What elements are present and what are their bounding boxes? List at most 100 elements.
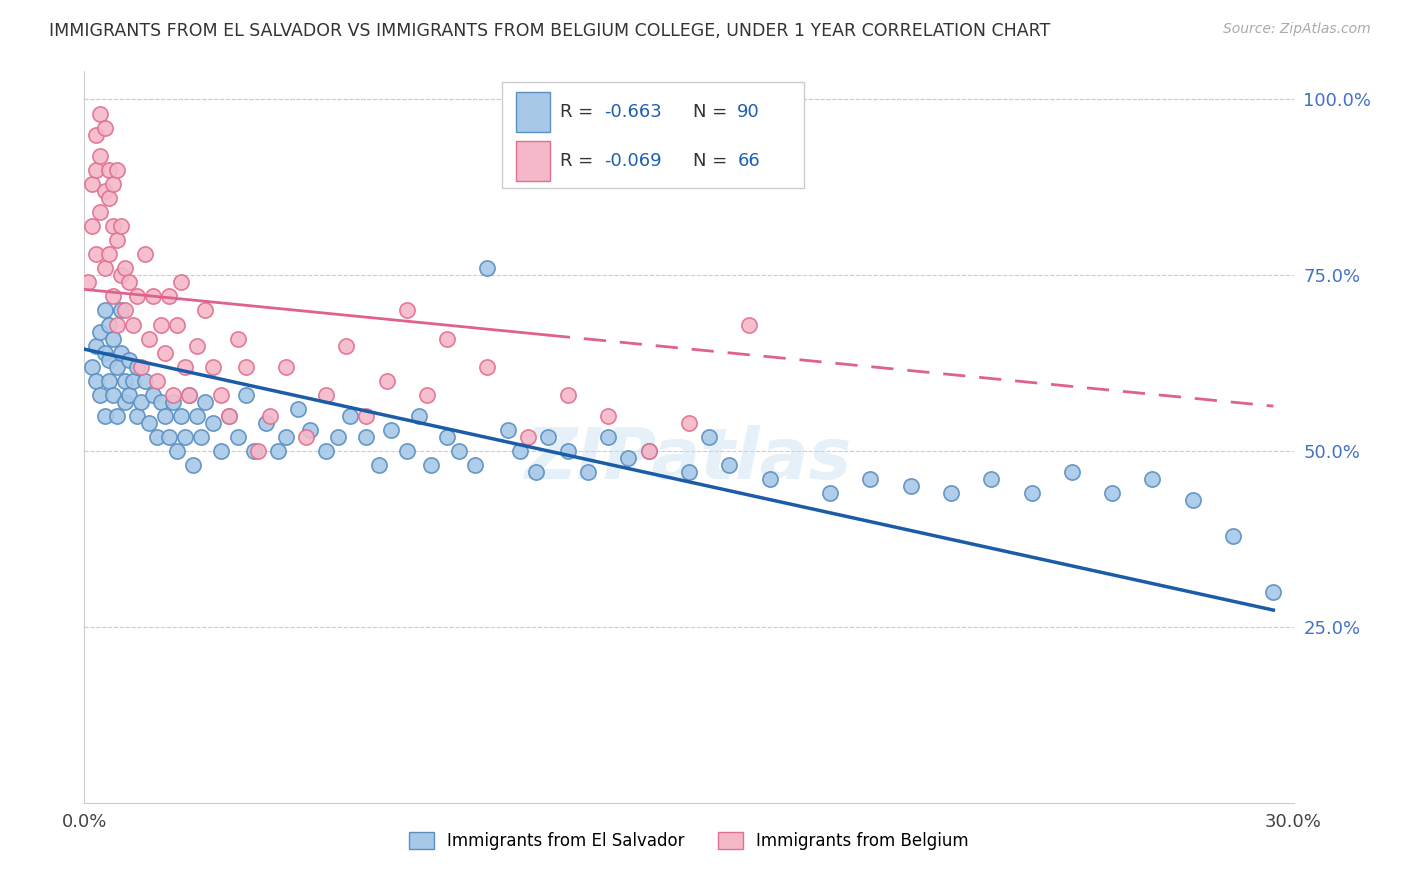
Point xyxy=(125,359,148,374)
Point xyxy=(235,388,257,402)
Point xyxy=(138,416,160,430)
Point xyxy=(235,359,257,374)
Point xyxy=(209,444,232,458)
Point xyxy=(218,409,240,423)
Point xyxy=(86,162,108,177)
Point xyxy=(179,388,201,402)
Point xyxy=(138,332,160,346)
Point xyxy=(274,359,297,374)
Point xyxy=(93,409,115,423)
Point xyxy=(190,430,212,444)
Point xyxy=(86,339,108,353)
Point xyxy=(226,332,249,346)
Point xyxy=(254,416,277,430)
Point xyxy=(267,444,290,458)
Point xyxy=(82,219,104,233)
Point xyxy=(226,430,249,444)
Text: 66: 66 xyxy=(737,152,761,169)
Point xyxy=(678,465,700,479)
Text: N =: N = xyxy=(693,152,733,169)
Point xyxy=(356,409,378,423)
Point xyxy=(110,268,132,283)
Point xyxy=(449,444,471,458)
Point xyxy=(367,458,389,473)
Point xyxy=(166,444,188,458)
Point xyxy=(114,303,136,318)
Point xyxy=(142,388,165,402)
Point xyxy=(101,177,124,191)
Point xyxy=(477,359,499,374)
Text: IMMIGRANTS FROM EL SALVADOR VS IMMIGRANTS FROM BELGIUM COLLEGE, UNDER 1 YEAR COR: IMMIGRANTS FROM EL SALVADOR VS IMMIGRANT… xyxy=(49,22,1050,40)
Point xyxy=(146,430,169,444)
Point xyxy=(496,423,519,437)
Point xyxy=(1021,486,1043,500)
Point xyxy=(274,430,297,444)
Point xyxy=(295,430,318,444)
Point xyxy=(97,318,120,332)
Point xyxy=(101,219,124,233)
Point xyxy=(89,205,111,219)
Point xyxy=(598,430,620,444)
Point xyxy=(134,374,156,388)
Point xyxy=(149,318,172,332)
Bar xyxy=(516,92,550,132)
Point xyxy=(436,430,458,444)
Point xyxy=(1263,584,1285,599)
Point xyxy=(186,409,208,423)
Point xyxy=(194,395,217,409)
Point xyxy=(416,388,439,402)
Point xyxy=(114,374,136,388)
Point xyxy=(105,233,128,247)
Point xyxy=(356,430,378,444)
Point xyxy=(246,444,269,458)
Point xyxy=(209,388,232,402)
FancyBboxPatch shape xyxy=(502,82,804,188)
Point xyxy=(315,388,337,402)
Point xyxy=(97,191,120,205)
Point xyxy=(86,128,108,142)
Point xyxy=(118,352,141,367)
Point xyxy=(105,162,128,177)
Point xyxy=(420,458,443,473)
Point xyxy=(153,345,176,359)
Point xyxy=(738,318,761,332)
Point xyxy=(89,106,111,120)
Point xyxy=(1181,493,1204,508)
Point xyxy=(82,359,104,374)
Legend: Immigrants from El Salvador, Immigrants from Belgium: Immigrants from El Salvador, Immigrants … xyxy=(402,825,976,856)
Point xyxy=(186,339,208,353)
Point xyxy=(89,325,111,339)
Text: 90: 90 xyxy=(737,103,761,121)
Point xyxy=(114,261,136,276)
Point xyxy=(617,451,640,466)
Point xyxy=(149,395,172,409)
Point xyxy=(93,120,115,135)
Point xyxy=(77,276,100,290)
Text: -0.069: -0.069 xyxy=(605,152,662,169)
Point xyxy=(110,345,132,359)
Point xyxy=(89,149,111,163)
Point xyxy=(395,444,418,458)
Point xyxy=(1060,465,1083,479)
Point xyxy=(97,247,120,261)
Point xyxy=(121,318,143,332)
Point xyxy=(202,359,225,374)
Point xyxy=(146,374,169,388)
Point xyxy=(477,261,499,276)
Point xyxy=(166,318,188,332)
Bar xyxy=(516,141,550,181)
Point xyxy=(678,416,700,430)
Point xyxy=(134,247,156,261)
Point xyxy=(105,318,128,332)
Point xyxy=(93,345,115,359)
Point xyxy=(93,184,115,198)
Text: Source: ZipAtlas.com: Source: ZipAtlas.com xyxy=(1223,22,1371,37)
Point xyxy=(121,374,143,388)
Point xyxy=(125,289,148,303)
Point xyxy=(86,374,108,388)
Point xyxy=(110,303,132,318)
Point xyxy=(557,444,579,458)
Point xyxy=(395,303,418,318)
Y-axis label: College, Under 1 year: College, Under 1 year xyxy=(0,339,8,535)
Point xyxy=(162,388,184,402)
